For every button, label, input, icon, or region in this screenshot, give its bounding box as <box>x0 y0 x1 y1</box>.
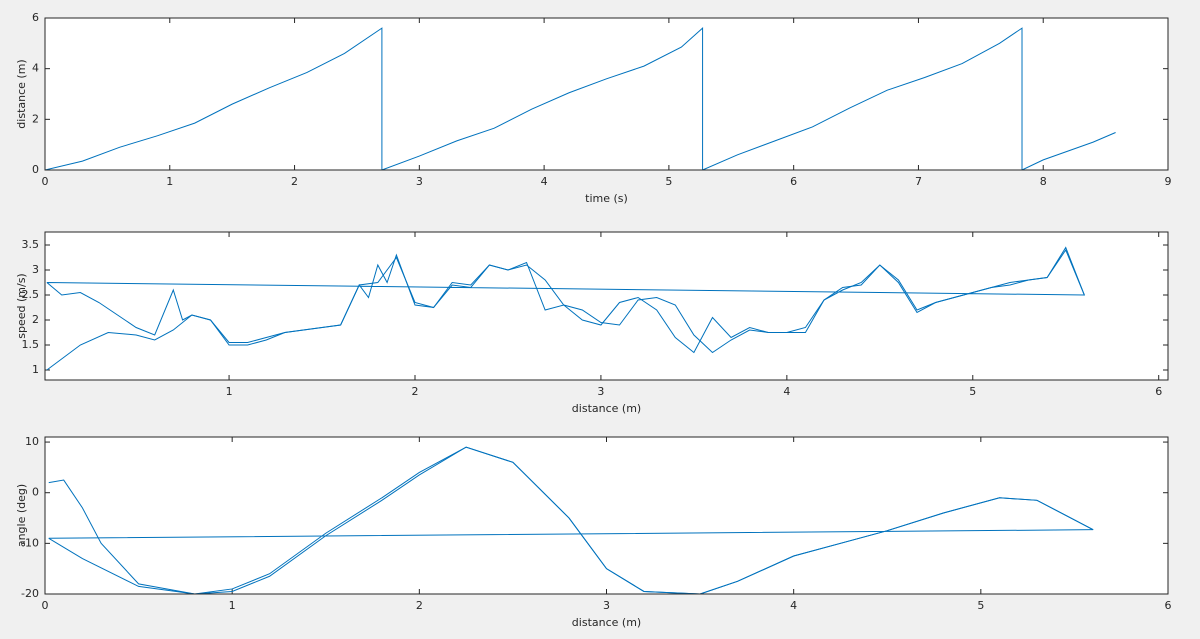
y-tick-label: 1.5 <box>22 338 40 351</box>
y-tick-label: 2 <box>32 313 39 326</box>
y-tick-label: 3.5 <box>22 238 40 251</box>
x-axis-label: time (s) <box>585 192 628 205</box>
y-tick-label: 0 <box>32 486 39 499</box>
data-line <box>48 446 1094 594</box>
y-tick-label: 2.5 <box>22 288 40 301</box>
data-line <box>46 248 1085 371</box>
axes-box <box>44 436 1169 595</box>
y-tick-label: -10 <box>21 536 39 549</box>
y-tick-label: 3 <box>32 263 39 276</box>
data-line <box>45 27 1116 170</box>
y-tick-label: 1 <box>32 363 39 376</box>
y-axis-label: speed (m/s) <box>15 273 28 338</box>
axes-background <box>45 18 1168 170</box>
y-tick-label: 2 <box>32 112 39 125</box>
x-tick-label: 3 <box>416 175 423 188</box>
y-tick-label: 4 <box>32 62 39 75</box>
x-tick-label: 4 <box>783 385 790 398</box>
x-axis-label: distance (m) <box>572 616 641 629</box>
x-tick-label: 6 <box>790 175 797 188</box>
x-tick-label: 7 <box>915 175 922 188</box>
x-tick-label: 8 <box>1040 175 1047 188</box>
y-tick-label: 0 <box>32 163 39 176</box>
x-tick-label: 1 <box>166 175 173 188</box>
x-axis-label: distance (m) <box>572 402 641 415</box>
x-tick-label: 6 <box>1155 385 1162 398</box>
y-tick-label: 6 <box>32 11 39 24</box>
x-tick-label: 1 <box>226 385 233 398</box>
y-axis-label: angle (deg) <box>15 484 28 547</box>
x-tick-label: 5 <box>969 385 976 398</box>
x-tick-label: 3 <box>597 385 604 398</box>
x-tick-label: 0 <box>42 599 49 612</box>
x-tick-label: 4 <box>541 175 548 188</box>
x-tick-label: 5 <box>665 175 672 188</box>
x-tick-label: 2 <box>416 599 423 612</box>
x-tick-label: 0 <box>42 175 49 188</box>
data-line <box>46 246 1086 354</box>
x-tick-label: 3 <box>603 599 610 612</box>
axes-box <box>44 231 1169 381</box>
x-tick-label: 4 <box>790 599 797 612</box>
x-tick-label: 2 <box>291 175 298 188</box>
y-axis-label: distance (m) <box>15 59 28 128</box>
x-tick-label: 5 <box>977 599 984 612</box>
x-tick-label: 6 <box>1165 599 1172 612</box>
axes-background <box>45 437 1168 594</box>
axes-box <box>44 17 1169 171</box>
y-tick-label: 10 <box>25 435 39 448</box>
x-tick-label: 1 <box>229 599 236 612</box>
x-tick-label: 9 <box>1165 175 1172 188</box>
axes-background <box>45 232 1168 380</box>
x-tick-label: 2 <box>411 385 418 398</box>
y-tick-label: -20 <box>21 587 39 600</box>
